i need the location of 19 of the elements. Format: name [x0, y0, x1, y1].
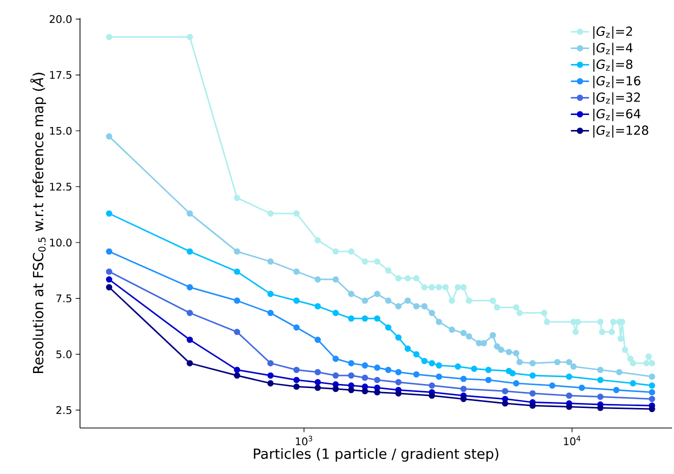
x-tick-label: 10$^{4}$: [564, 436, 580, 446]
legend-label: |G$_{z}$|=64: [593, 108, 640, 122]
y-tick-label: 5.0: [56, 350, 72, 358]
y-tick-label: 10.0: [50, 238, 72, 246]
x-tick-label: 10$^{3}$: [296, 436, 312, 446]
y-tick-label: 17.5: [50, 71, 72, 79]
legend-label: |G$_{z}$|=32: [593, 92, 640, 105]
y-tick-label: 7.5: [56, 294, 72, 302]
x-axis-title: Particles (1 particle / gradient step): [254, 448, 498, 462]
legend-label: |G$_{z}$|=16: [593, 76, 640, 88]
y-tick-label: 15.0: [50, 126, 72, 135]
legend-label: |G$_{z}$|=4: [593, 42, 633, 56]
y-tick-label: 12.5: [50, 182, 72, 191]
y-tick-label: 20.0: [50, 15, 72, 24]
y-axis-title: Resolution at FSC$_{0.5}$ w.r.t reference map (Å): [30, 72, 46, 374]
legend-label: |G$_{z}$|=8: [593, 59, 632, 72]
y-tick-label: 2.5: [56, 406, 72, 414]
legend-label: |G$_{z}$|=2: [593, 26, 632, 39]
legend-label: |G$_{z}$|=128: [593, 125, 648, 138]
